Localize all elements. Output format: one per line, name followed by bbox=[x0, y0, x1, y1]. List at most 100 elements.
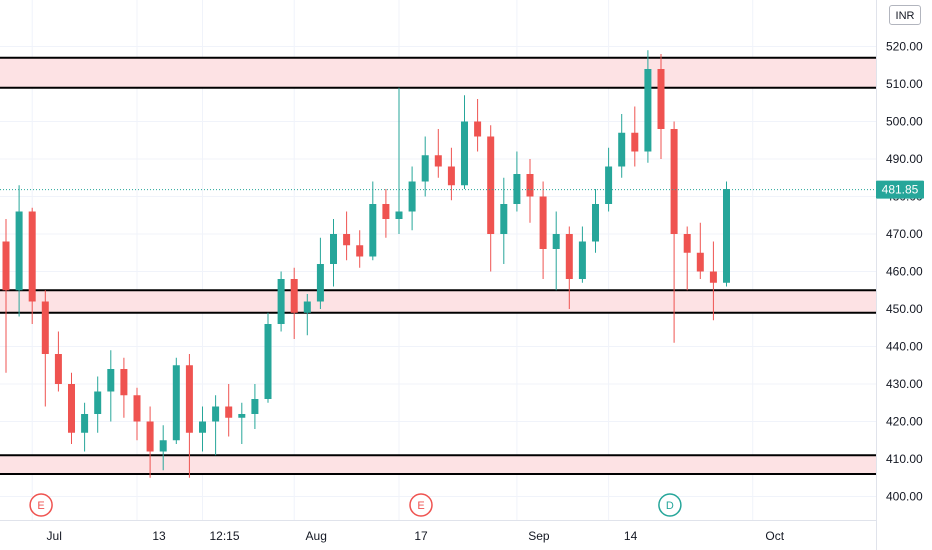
candle[interactable] bbox=[159, 425, 167, 471]
candle-body bbox=[303, 301, 311, 313]
candle[interactable] bbox=[185, 354, 193, 478]
candle[interactable] bbox=[41, 290, 49, 407]
candle[interactable] bbox=[356, 230, 364, 268]
candle[interactable] bbox=[526, 159, 534, 223]
candle-body bbox=[552, 234, 560, 249]
y-tick-label: 520.00 bbox=[886, 40, 923, 54]
candle[interactable] bbox=[212, 395, 220, 456]
currency-selector[interactable]: INR bbox=[889, 5, 921, 25]
candle[interactable] bbox=[382, 189, 390, 238]
candle[interactable] bbox=[81, 402, 89, 452]
event-marker[interactable]: D bbox=[658, 493, 682, 517]
candle[interactable] bbox=[54, 331, 62, 392]
candle[interactable] bbox=[592, 189, 599, 253]
event-marker[interactable]: E bbox=[29, 493, 53, 517]
candle-body bbox=[251, 399, 259, 414]
candle[interactable] bbox=[461, 95, 468, 189]
candle[interactable] bbox=[723, 181, 730, 287]
candle[interactable] bbox=[330, 219, 337, 287]
y-tick-label: 500.00 bbox=[886, 115, 923, 129]
candle[interactable] bbox=[225, 384, 233, 437]
candle[interactable] bbox=[251, 384, 259, 429]
candle[interactable] bbox=[631, 106, 639, 167]
candle-body bbox=[382, 204, 390, 219]
candle-body bbox=[408, 181, 416, 212]
candle[interactable] bbox=[578, 226, 586, 283]
candle[interactable] bbox=[316, 237, 324, 309]
candle-body bbox=[487, 136, 495, 234]
candle[interactable] bbox=[238, 402, 246, 444]
support-resistance-zones bbox=[0, 56, 876, 475]
candle[interactable] bbox=[618, 114, 626, 178]
candle-body bbox=[644, 69, 652, 152]
candle[interactable] bbox=[670, 121, 678, 343]
candle[interactable] bbox=[434, 129, 442, 178]
candle[interactable] bbox=[644, 50, 652, 163]
candle-body bbox=[107, 369, 115, 392]
candle[interactable] bbox=[199, 406, 206, 452]
last-price-badge-bg bbox=[876, 180, 924, 199]
candle-body bbox=[238, 414, 246, 418]
y-tick-label: 420.00 bbox=[886, 415, 923, 429]
candle[interactable] bbox=[513, 151, 521, 212]
candle[interactable] bbox=[94, 376, 102, 433]
candle[interactable] bbox=[133, 387, 141, 441]
zone-band bbox=[0, 455, 876, 474]
candle-body bbox=[395, 211, 403, 219]
candle-body bbox=[683, 234, 691, 253]
candle[interactable] bbox=[552, 211, 560, 291]
x-tick-label: 14 bbox=[624, 529, 638, 543]
candle[interactable] bbox=[120, 357, 128, 418]
candle[interactable] bbox=[146, 406, 154, 478]
candle-body bbox=[199, 421, 206, 433]
candle[interactable] bbox=[696, 222, 704, 279]
event-circle bbox=[409, 493, 433, 517]
candle[interactable] bbox=[605, 147, 613, 212]
candle[interactable] bbox=[15, 185, 23, 317]
candle[interactable] bbox=[2, 219, 10, 373]
candle-body bbox=[631, 132, 639, 152]
candle-body bbox=[212, 406, 220, 422]
candle-body bbox=[277, 279, 285, 324]
candle[interactable] bbox=[172, 357, 180, 444]
candle[interactable] bbox=[277, 271, 285, 332]
candle[interactable] bbox=[303, 294, 311, 336]
candle[interactable] bbox=[474, 99, 482, 152]
candle[interactable] bbox=[395, 87, 403, 234]
x-tick-label: Jul bbox=[47, 529, 62, 543]
y-tick-label: 450.00 bbox=[886, 302, 923, 316]
candle[interactable] bbox=[683, 226, 691, 291]
candle[interactable] bbox=[28, 207, 36, 324]
candle[interactable] bbox=[421, 136, 429, 197]
candle[interactable] bbox=[709, 241, 717, 321]
candle[interactable] bbox=[487, 125, 495, 272]
candle[interactable] bbox=[447, 147, 455, 201]
candlestick-series[interactable] bbox=[2, 50, 731, 478]
candle-body bbox=[723, 189, 730, 283]
zone-band bbox=[0, 290, 876, 313]
candle-body bbox=[526, 174, 534, 197]
candle[interactable] bbox=[68, 372, 75, 444]
candle[interactable] bbox=[657, 54, 665, 159]
candle[interactable] bbox=[343, 211, 351, 261]
candle-body bbox=[369, 204, 377, 257]
candle[interactable] bbox=[264, 312, 272, 403]
candle-body bbox=[185, 365, 193, 433]
zone-band bbox=[0, 57, 876, 88]
event-marker[interactable]: E bbox=[409, 493, 433, 517]
y-tick-label: 460.00 bbox=[886, 265, 923, 279]
candle[interactable] bbox=[369, 181, 377, 261]
candle-body bbox=[696, 252, 704, 272]
y-tick-label: 410.00 bbox=[886, 452, 923, 466]
candle[interactable] bbox=[408, 166, 416, 231]
candle[interactable] bbox=[539, 181, 547, 280]
candle-body bbox=[474, 121, 482, 137]
candle[interactable] bbox=[290, 267, 298, 339]
candle[interactable] bbox=[107, 350, 115, 422]
candle[interactable] bbox=[500, 177, 508, 264]
candle-body bbox=[356, 245, 364, 257]
candle[interactable] bbox=[565, 226, 573, 310]
